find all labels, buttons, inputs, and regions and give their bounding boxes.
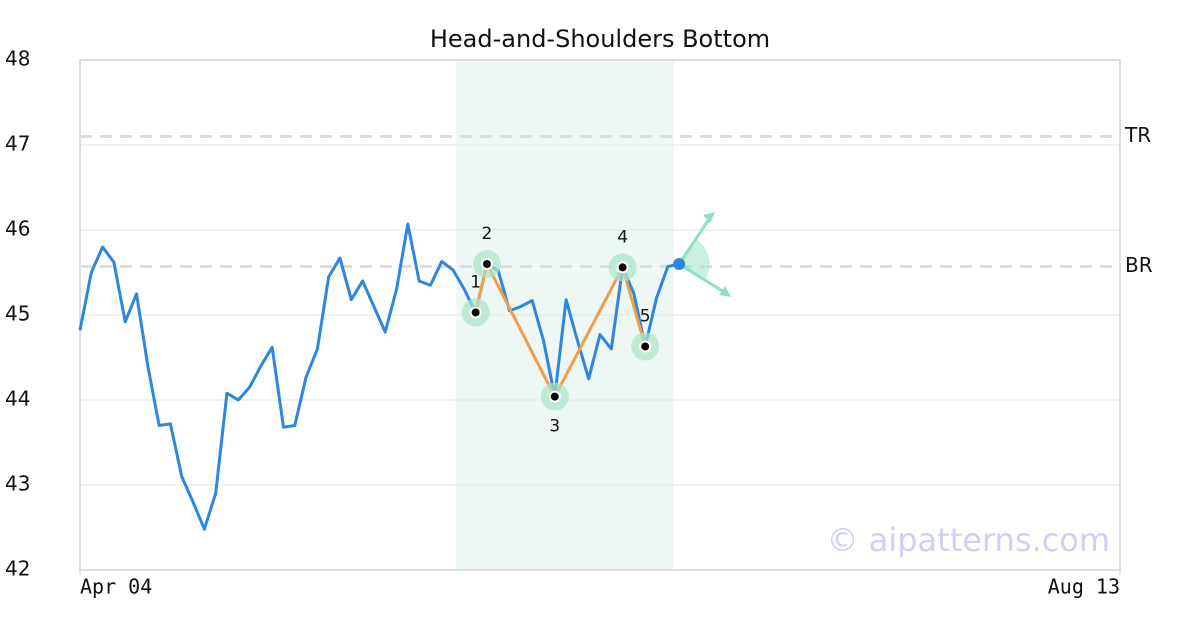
y-tick-label: 47 xyxy=(5,132,30,156)
pattern-point xyxy=(548,390,561,403)
pattern-point xyxy=(639,340,652,353)
y-tick-label: 48 xyxy=(5,47,30,71)
y-tick-label: 42 xyxy=(5,557,30,581)
x-tick-label: Apr 04 xyxy=(80,575,152,599)
pattern-point xyxy=(616,261,629,274)
arrow-up-head xyxy=(703,212,716,223)
plot-frame xyxy=(79,59,1121,571)
watermark: © aipatterns.com xyxy=(827,521,1110,559)
x-tick-label: Aug 13 xyxy=(1048,575,1120,599)
arrow-up xyxy=(677,215,713,265)
chart-title: Head-and-Shoulders Bottom xyxy=(430,25,770,53)
pattern-label: 1 xyxy=(470,272,481,292)
y-tick-label: 46 xyxy=(5,217,30,241)
pattern-label: 4 xyxy=(617,227,628,247)
y-tick-label: 43 xyxy=(5,472,30,496)
level-label: TR xyxy=(1124,123,1151,147)
y-tick-label: 45 xyxy=(5,302,30,326)
level-label: BR xyxy=(1125,253,1153,277)
breakout-point xyxy=(673,258,686,270)
y-tick-label: 44 xyxy=(5,387,30,411)
breakout-wedge xyxy=(679,240,710,280)
pattern-label: 5 xyxy=(640,306,651,326)
pattern-label: 2 xyxy=(482,224,493,244)
pattern-label: 3 xyxy=(549,417,560,437)
arrow-down xyxy=(678,262,728,296)
pattern-point xyxy=(469,306,482,319)
arrow-down-head xyxy=(719,286,732,297)
pattern-point xyxy=(480,258,493,270)
